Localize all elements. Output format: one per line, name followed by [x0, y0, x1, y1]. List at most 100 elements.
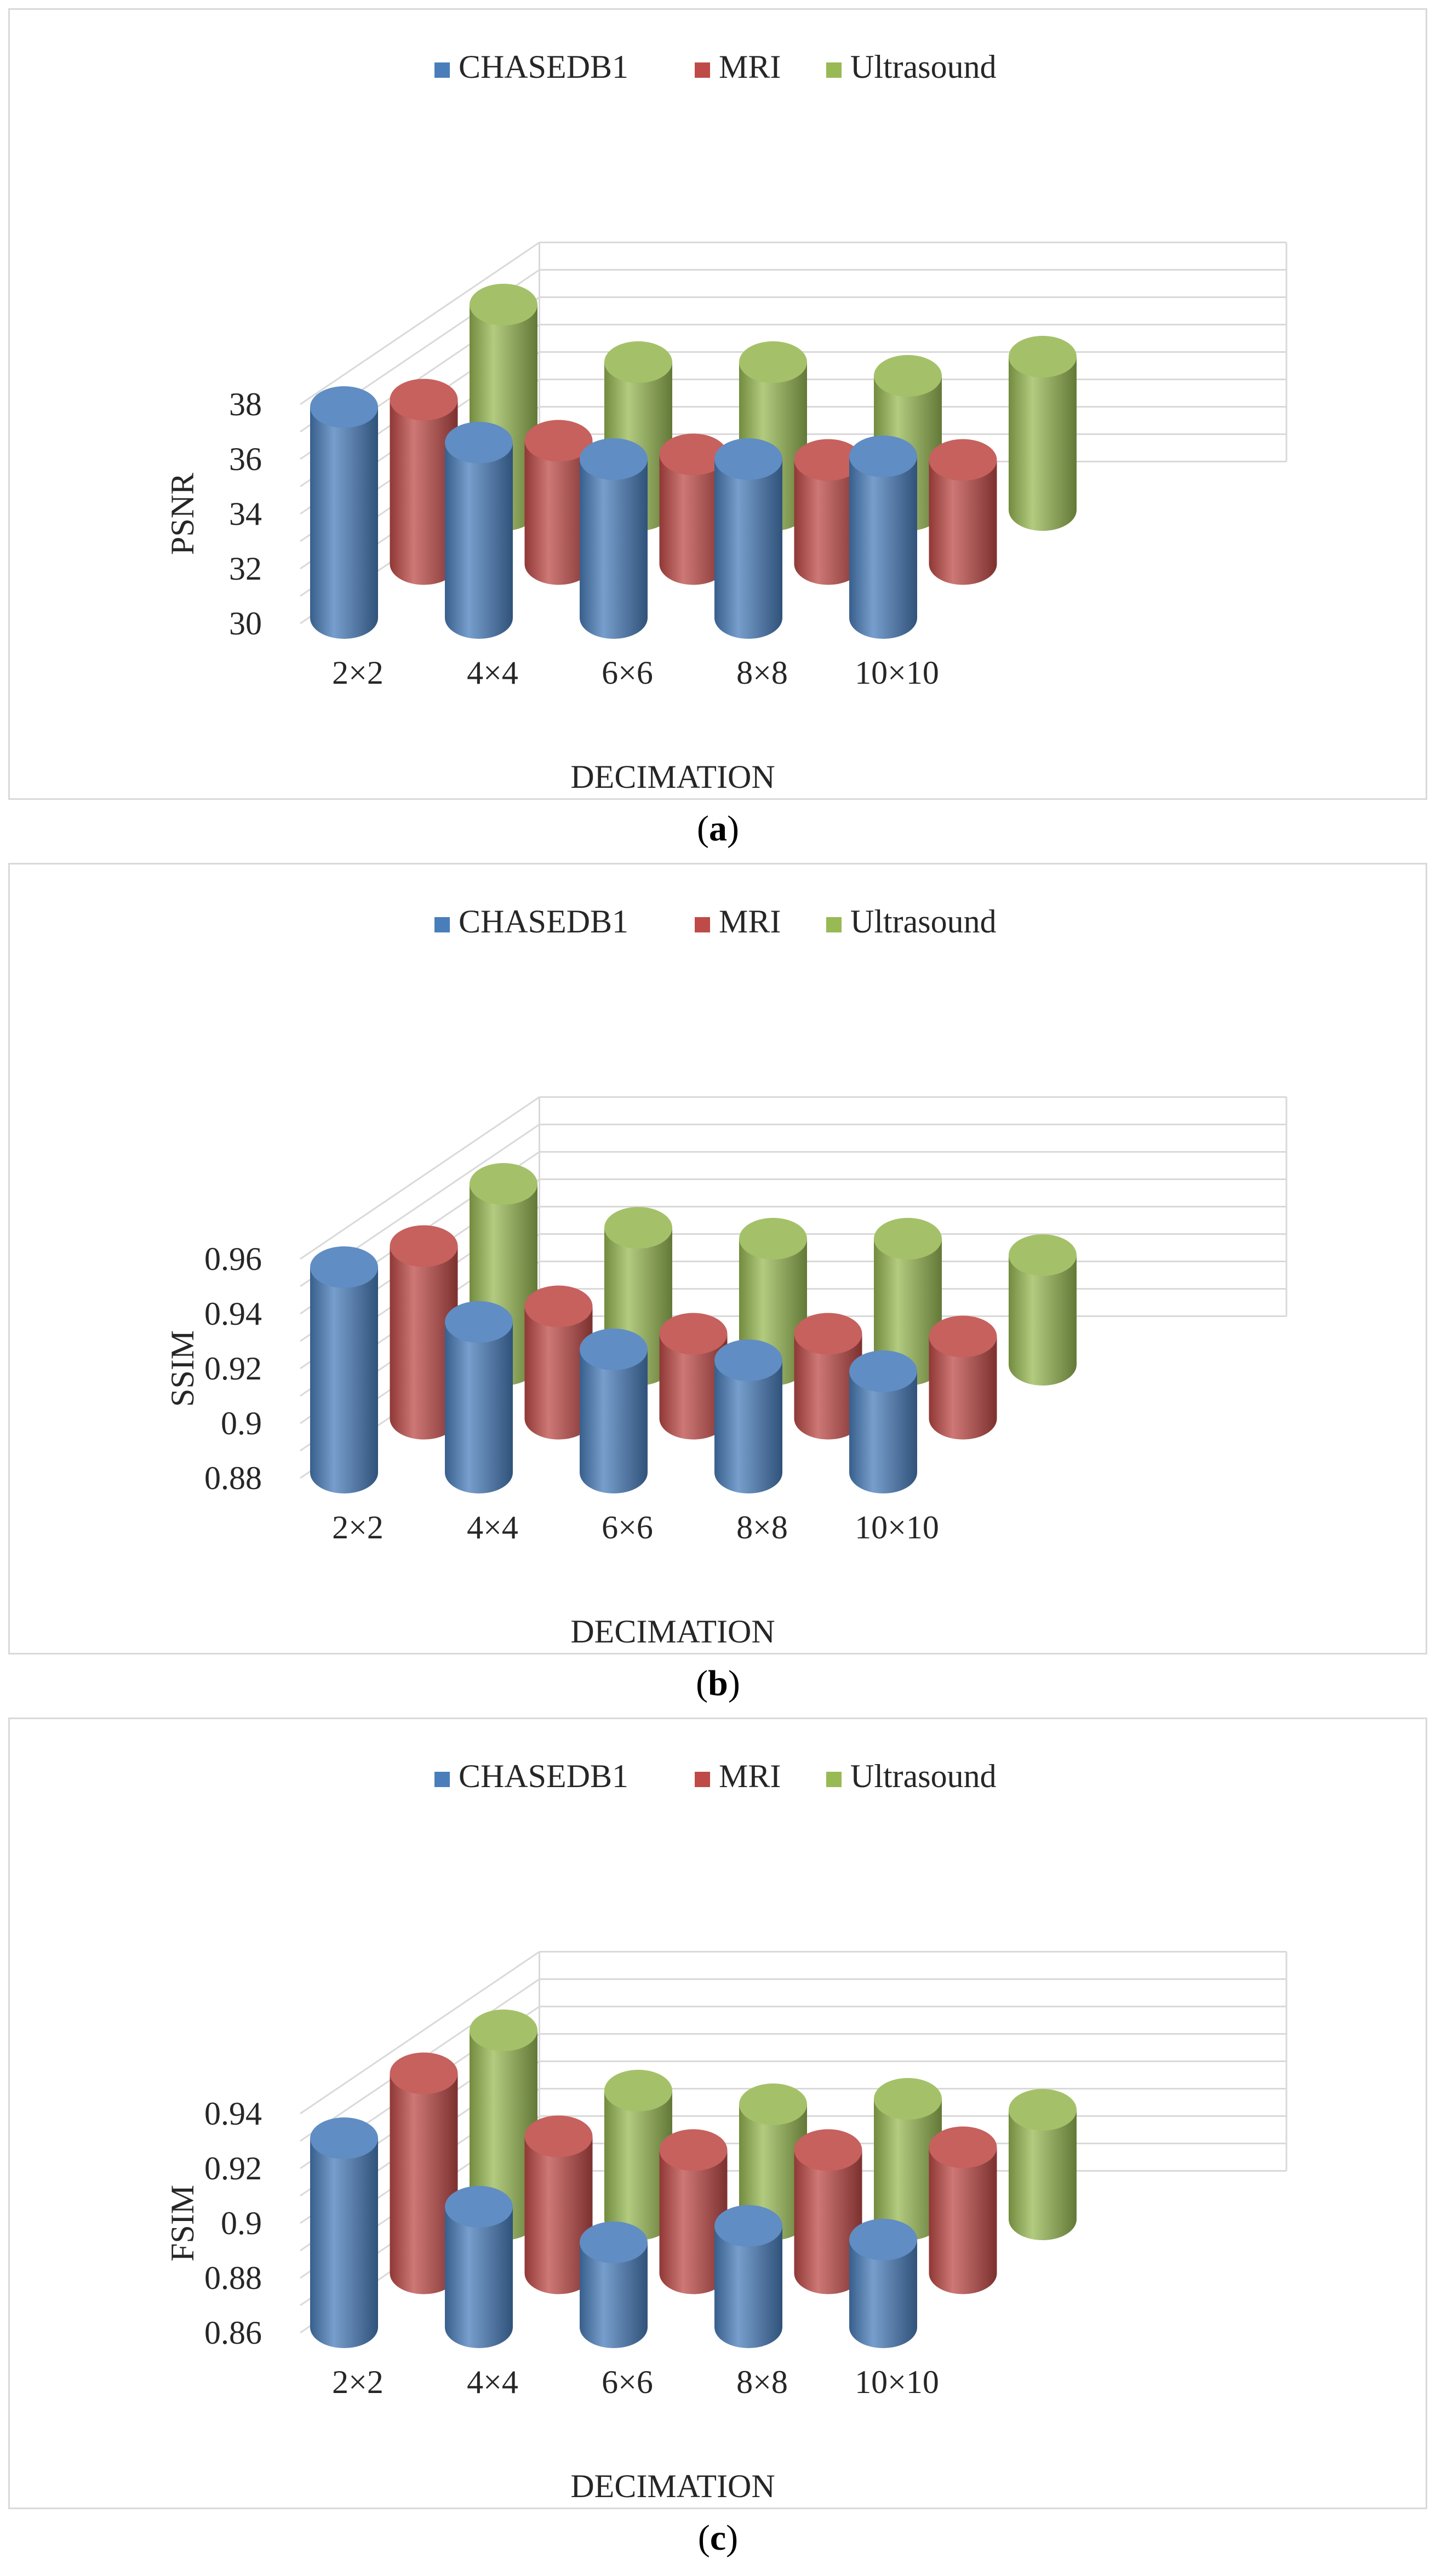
x-tick-label: 6×6	[602, 2364, 653, 2400]
y-tick-label: 0.9	[221, 1405, 262, 1441]
bar-chasedb1-4	[849, 1350, 917, 1493]
legend-label-ultrasound: Ultrasound	[850, 903, 997, 940]
bar-top	[604, 341, 672, 383]
bars	[310, 1163, 1077, 1493]
legend-label-ultrasound: Ultrasound	[850, 1758, 997, 1794]
bar-body	[929, 460, 997, 585]
legend: CHASEDB1 MRI Ultrasound	[434, 1758, 997, 1794]
bar-body	[714, 1360, 782, 1493]
x-tick-label: 10×10	[855, 2364, 939, 2400]
legend-swatch-ultrasound	[826, 62, 842, 78]
bar-top	[524, 420, 593, 462]
x-tick-label: 4×4	[467, 1509, 518, 1545]
legend-label-mri: MRI	[719, 49, 781, 85]
bar-mri-4	[929, 439, 997, 585]
bar-top	[470, 284, 537, 325]
bar-mri-0	[390, 379, 458, 585]
bar-body	[1009, 2110, 1077, 2240]
x-tick-label: 10×10	[855, 1509, 939, 1545]
x-tick-label: 2×2	[332, 655, 384, 691]
bar-mri-3	[794, 1313, 862, 1440]
bar-top	[604, 2070, 672, 2111]
y-ticks: 0.96 0.94 0.92 0.9 0.88	[204, 1241, 262, 1496]
bar-chasedb1-1	[445, 1301, 513, 1493]
bar-body	[659, 454, 728, 585]
bar-body	[580, 1349, 648, 1493]
bar-body	[390, 1246, 458, 1440]
bar-body	[524, 2136, 593, 2294]
x-axis-title: DECIMATION	[570, 759, 775, 795]
y-tick-label: 38	[229, 386, 262, 422]
bar-top	[310, 2117, 378, 2159]
x-tick-label: 8×8	[736, 2364, 788, 2400]
y-tick-label: 0.9	[221, 2205, 262, 2241]
bar-top	[874, 2078, 942, 2120]
caption-letter-a: a	[709, 809, 727, 849]
legend-label-ultrasound: Ultrasound	[850, 49, 997, 85]
bar-top	[390, 2052, 458, 2094]
legend-label-mri: MRI	[719, 1758, 781, 1794]
bar-body	[929, 1336, 997, 1440]
bar-top	[929, 439, 997, 481]
x-ticks: 2×2 4×4 6×6 8×8 10×10	[332, 655, 939, 691]
bar-top	[470, 2010, 537, 2051]
bar-top	[739, 341, 807, 383]
legend-swatch-chasedb1	[434, 1772, 450, 1787]
bar-top	[794, 439, 862, 481]
chart-panel-a: CHASEDB1 MRI Ultrasound 38 36 34 32 30 PSNR 2×2 4×…	[8, 8, 1427, 800]
legend-swatch-ultrasound	[826, 917, 842, 932]
bar-top	[1009, 2089, 1077, 2131]
y-tick-label: 0.88	[204, 2260, 262, 2296]
bar-body	[874, 2099, 942, 2240]
bar-chasedb1-4	[849, 2219, 917, 2348]
bar-ultrasound-3	[874, 1218, 942, 1386]
y-tick-label: 0.88	[204, 1460, 262, 1496]
chart-svg-b: CHASEDB1 MRI Ultrasound 0.96 0.94 0.92 0.9 0.88…	[164, 903, 1288, 1650]
bar-top	[739, 2083, 807, 2125]
bar-body	[445, 443, 513, 639]
bar-body	[1009, 357, 1077, 531]
bar-body	[390, 2073, 458, 2294]
bars	[310, 284, 1077, 639]
chart-panel-b: CHASEDB1 MRI Ultrasound 0.96 0.94 0.92 0.9 0.88…	[8, 863, 1427, 1655]
bar-mri-1	[524, 420, 593, 585]
legend-swatch-chasedb1	[434, 62, 450, 78]
bar-body	[310, 407, 378, 639]
legend-swatch-mri	[695, 62, 710, 78]
y-ticks: 0.94 0.92 0.9 0.88 0.86	[204, 2096, 262, 2351]
bar-top	[929, 2126, 997, 2168]
bar-body	[659, 2150, 728, 2294]
bar-chasedb1-4	[849, 436, 917, 639]
bar-body	[390, 399, 458, 585]
bar-body	[874, 1239, 942, 1386]
bar-chasedb1-0	[310, 386, 378, 639]
bar-top	[580, 1329, 648, 1370]
bar-top	[1009, 336, 1077, 377]
bar-top	[714, 438, 782, 480]
bar-top	[310, 386, 378, 428]
y-axis-title: SSIM	[164, 1330, 201, 1407]
bar-body	[580, 2242, 648, 2348]
bar-mri-3	[794, 2129, 862, 2294]
x-tick-label: 8×8	[736, 1509, 788, 1545]
y-tick-label: 34	[229, 496, 262, 532]
bar-body	[929, 2147, 997, 2294]
bar-ultrasound-4	[1009, 336, 1077, 531]
chart-svg-a: CHASEDB1 MRI Ultrasound 38 36 34 32 30 PSNR 2×2 4×…	[164, 49, 1288, 795]
bar-mri-3	[794, 439, 862, 585]
bar-body	[849, 2240, 917, 2348]
x-axis-title: DECIMATION	[570, 2468, 775, 2504]
bar-body	[794, 460, 862, 585]
bar-top	[470, 1163, 537, 1205]
x-tick-label: 6×6	[602, 655, 653, 691]
bar-top	[445, 1301, 513, 1343]
bar-body	[445, 2207, 513, 2348]
bar-top	[659, 433, 728, 476]
bar-top	[604, 1207, 672, 1249]
bar-chasedb1-0	[310, 2117, 378, 2348]
bar-body	[714, 2226, 782, 2348]
bar-top	[874, 1218, 942, 1260]
x-tick-label: 10×10	[855, 655, 939, 691]
y-tick-label: 30	[229, 605, 262, 642]
bar-ultrasound-4	[1009, 2089, 1077, 2240]
